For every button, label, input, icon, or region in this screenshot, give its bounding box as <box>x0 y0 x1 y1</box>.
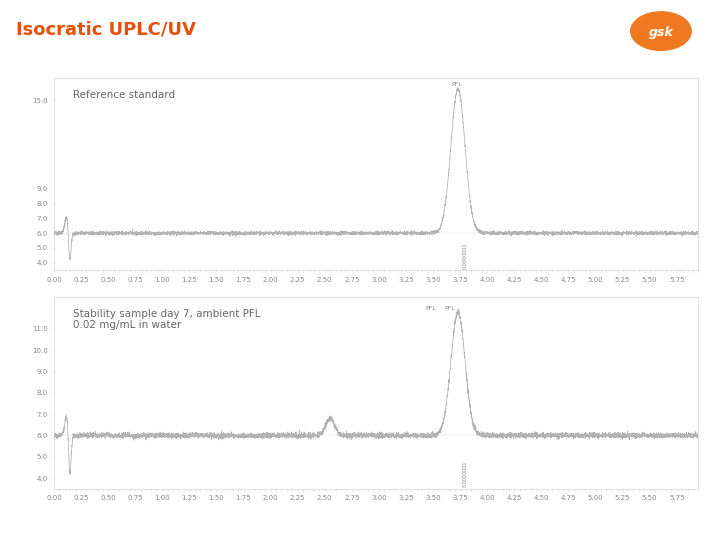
Text: 0.0000001: 0.0000001 <box>462 242 467 268</box>
Circle shape <box>631 12 691 50</box>
Text: PFL: PFL <box>444 306 454 311</box>
Text: PFL: PFL <box>426 306 436 311</box>
Text: PFL: PFL <box>451 82 462 87</box>
Text: Isocratic UPLC/UV: Isocratic UPLC/UV <box>16 21 196 38</box>
Text: Stability sample day 7, ambient PFL
0.02 mg/mL in water: Stability sample day 7, ambient PFL 0.02… <box>73 308 261 330</box>
Text: gsk: gsk <box>649 25 673 38</box>
Text: 0.0000001: 0.0000001 <box>462 460 467 487</box>
Text: Reference standard: Reference standard <box>73 90 176 100</box>
